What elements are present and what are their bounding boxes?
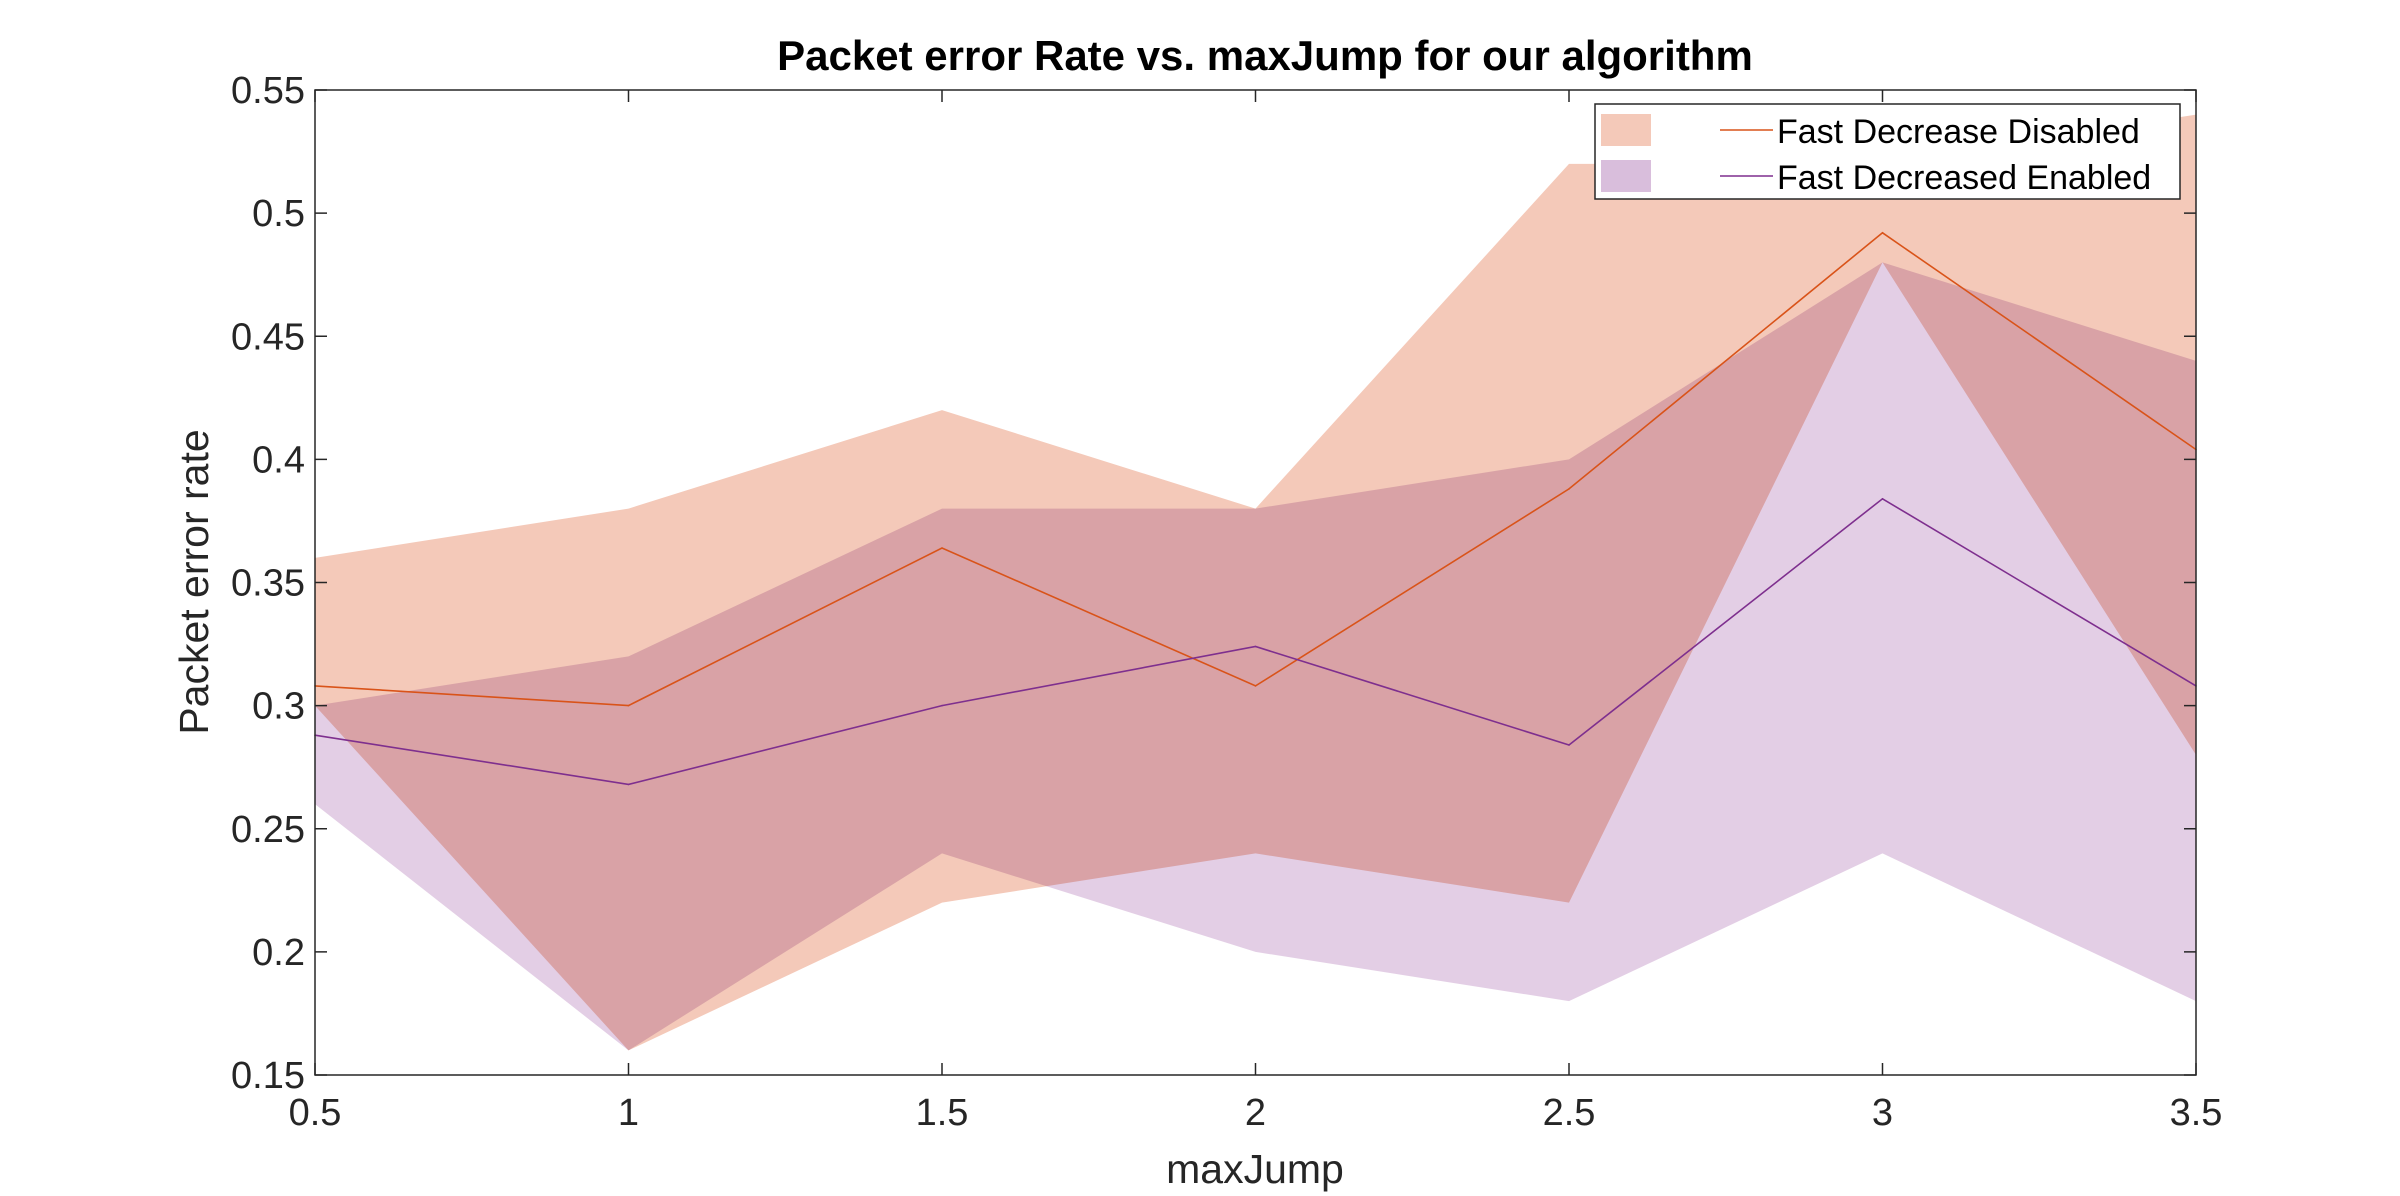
x-axis-label: maxJump [1166,1146,1344,1192]
y-tick-label: 0.5 [252,193,305,235]
y-tick-label: 0.4 [252,439,305,481]
y-tick-label: 0.15 [231,1055,305,1097]
x-tick-label: 2 [1245,1092,1266,1134]
x-tick-label: 1.5 [916,1092,969,1134]
chart-title: Packet error Rate vs. maxJump for our al… [777,32,1753,79]
y-axis-label: Packet error rate [171,429,217,734]
band-enabled [315,262,2196,1051]
x-tick-label: 1 [618,1092,639,1134]
ticks-layer: 0.5 1 1.5 2 2.5 3 3.5 0.15 0.2 0.25 0.3 0.35 0.4 0.45… [231,70,2222,1134]
legend: Fast Decrease Disabled Fast Decreased En… [1594,103,2181,200]
x-tick-label: 3 [1872,1092,1893,1134]
legend-swatch-disabled [1601,114,1651,146]
bands-layer [315,114,2196,1051]
legend-label-enabled: Fast Decreased Enabled [1777,159,2151,197]
data-point-disabled [1254,685,1257,687]
data-point-enabled [1254,645,1257,648]
data-point-disabled [1568,488,1570,490]
x-tick-label: 3.5 [2170,1092,2223,1134]
data-point-enabled [941,704,943,707]
data-point-disabled [941,547,943,549]
y-tick-label: 0.45 [231,316,305,358]
data-point-disabled [627,704,630,707]
data-point-disabled [1881,232,1884,234]
legend-box [1594,103,2181,200]
y-tick-label: 0.2 [252,932,305,974]
data-point-enabled [1881,498,1884,500]
x-tick-label: 2.5 [1543,1092,1596,1134]
lines-layer [314,231,2197,786]
legend-label-disabled: Fast Decrease Disabled [1777,113,2140,151]
legend-swatch-enabled [1601,160,1651,192]
y-tick-label: 0.3 [252,686,305,728]
y-tick-label: 0.35 [231,563,305,605]
data-point-enabled [1568,744,1570,746]
x-tick-label: 0.5 [289,1092,342,1134]
y-tick-label: 0.55 [231,70,305,112]
data-point-enabled [627,783,630,786]
y-tick-label: 0.25 [231,809,305,851]
